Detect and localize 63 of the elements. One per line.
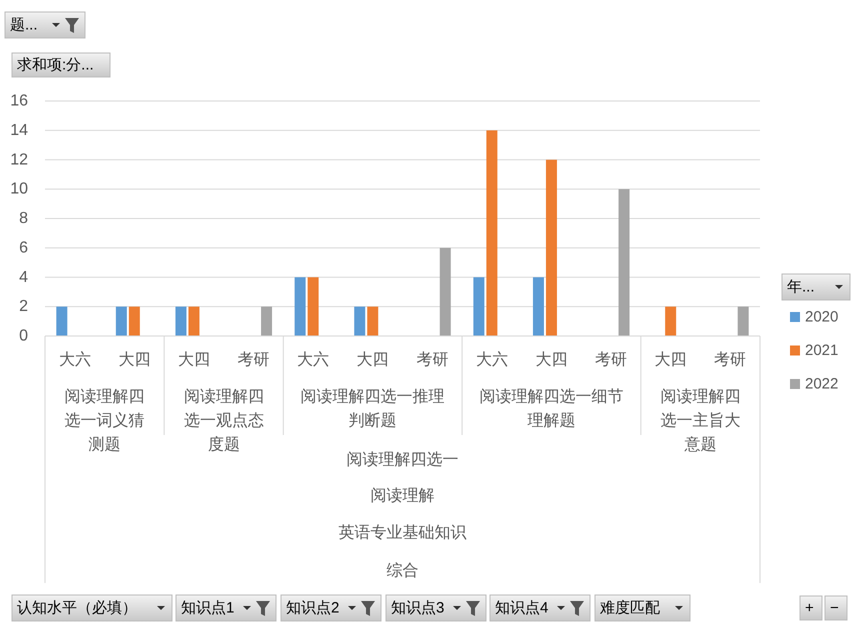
button: 难度匹配 bbox=[594, 594, 690, 622]
button: 知识点4 bbox=[490, 594, 590, 622]
bar bbox=[116, 306, 127, 336]
y-tick-label: 0 bbox=[19, 328, 28, 344]
button: + bbox=[800, 596, 822, 620]
text: 英语专业基础知识 bbox=[338, 524, 466, 542]
button: 题... bbox=[4, 12, 86, 38]
x-tick-label: 大四 bbox=[178, 350, 210, 368]
bar bbox=[486, 130, 498, 336]
button: − bbox=[824, 596, 848, 620]
text: 阅读理解四选一推理判断题 bbox=[300, 388, 445, 430]
bar bbox=[128, 306, 140, 336]
y-tick-label: 16 bbox=[10, 92, 28, 110]
text: 阅读理解四选一词义猜测题 bbox=[64, 388, 145, 454]
y-tick-label: 14 bbox=[10, 122, 28, 139]
bar bbox=[440, 248, 451, 336]
x-tick-label: 大六 bbox=[58, 350, 91, 368]
x-tick-label: 大四 bbox=[118, 350, 150, 368]
bar bbox=[308, 277, 319, 336]
x-tick-label: 大六 bbox=[297, 350, 330, 368]
legend-title: 年... bbox=[787, 278, 815, 296]
legend-label: 2020 bbox=[805, 308, 838, 326]
bar bbox=[294, 277, 306, 336]
bar bbox=[473, 277, 484, 336]
button: 知识点1 bbox=[176, 594, 276, 622]
y-tick-label: 6 bbox=[19, 239, 28, 256]
text: 阅读理解四选一细节理解题 bbox=[479, 388, 624, 430]
x-tick-label: 考研 bbox=[595, 350, 628, 368]
x-tick-label: 考研 bbox=[714, 350, 746, 368]
x-tick-label: 考研 bbox=[238, 350, 270, 368]
text: 综合 bbox=[386, 562, 418, 580]
x-tick-label: 考研 bbox=[416, 350, 448, 368]
text: 阅读理解 bbox=[370, 486, 434, 504]
button: 知识点2 bbox=[280, 594, 382, 622]
bar bbox=[618, 189, 630, 336]
bar bbox=[532, 277, 544, 336]
bar bbox=[665, 306, 676, 336]
text: 阅读理解四选一主旨大意题 bbox=[660, 388, 740, 454]
bar bbox=[738, 306, 749, 336]
bar bbox=[367, 306, 378, 336]
button: 知识点3 bbox=[386, 594, 486, 622]
bar bbox=[354, 306, 366, 336]
y-tick-label: 10 bbox=[10, 180, 28, 198]
bar bbox=[56, 306, 68, 336]
text: 阅读理解四选一 bbox=[346, 450, 458, 468]
bar bbox=[261, 306, 272, 336]
y-tick-label: 8 bbox=[19, 210, 28, 227]
x-tick-label: 大四 bbox=[356, 350, 389, 368]
y-tick-label: 12 bbox=[10, 151, 28, 168]
x-tick-label: 大四 bbox=[654, 350, 687, 368]
bar bbox=[188, 306, 200, 336]
button: 认知水平（必填） bbox=[12, 594, 172, 622]
button: 年... bbox=[782, 274, 850, 300]
legend-label: 2021 bbox=[805, 342, 838, 359]
y-tick-label: 4 bbox=[19, 268, 28, 286]
button: 求和项:分... bbox=[12, 52, 110, 78]
bar bbox=[546, 160, 557, 336]
x-tick-label: 大六 bbox=[476, 350, 508, 368]
legend-label: 2022 bbox=[805, 376, 838, 392]
text: 阅读理解四选一观点态度题 bbox=[184, 388, 264, 454]
bar bbox=[175, 306, 186, 336]
y-tick-label: 2 bbox=[19, 298, 28, 316]
x-tick-label: 大四 bbox=[535, 350, 568, 368]
